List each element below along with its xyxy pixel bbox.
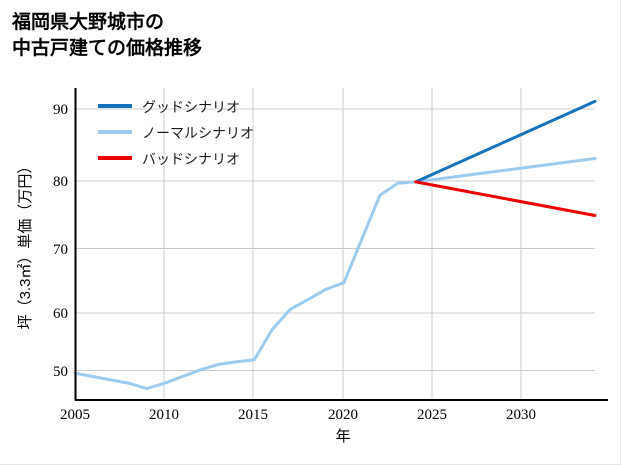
y-tick-label: 50 <box>53 364 68 380</box>
x-tick-label: 2005 <box>60 407 90 423</box>
x-tick-label: 2020 <box>328 407 358 423</box>
legend-item-good[interactable]: グッドシナリオ <box>98 100 240 116</box>
x-tick-labels: 2005 2010 2015 2020 2025 2030 <box>60 407 536 423</box>
x-tick-label: 2010 <box>149 407 179 423</box>
series-line-good <box>414 99 597 184</box>
x-axis-title: 年 <box>335 428 350 445</box>
y-tick-label: 90 <box>53 102 68 118</box>
legend-label-bad: バッドシナリオ <box>142 153 240 168</box>
chart-legend: グッドシナリオ ノーマルシナリオ バッドシナリオ <box>98 100 254 168</box>
legend-item-bad[interactable]: バッドシナリオ <box>98 153 240 168</box>
y-tick-label: 80 <box>53 174 68 190</box>
y-axis-title: 坪（3.3㎡）単価（万円） <box>17 159 34 330</box>
legend-label-normal: ノーマルシナリオ <box>142 127 254 142</box>
x-tick-label: 2015 <box>238 407 268 423</box>
y-tick-label: 60 <box>53 306 68 322</box>
y-tick-labels: 90 80 70 60 50 <box>53 102 68 380</box>
series-line-bad <box>414 180 597 217</box>
chart-title: 福岡県大野城市の 中古戸建ての価格推移 <box>12 12 203 60</box>
axis-spines <box>74 88 608 401</box>
x-tick-label: 2030 <box>506 407 536 423</box>
x-gridlines <box>163 88 522 400</box>
y-tick-label: 70 <box>53 242 68 258</box>
x-tick-label: 2025 <box>417 407 447 423</box>
legend-label-good: グッドシナリオ <box>142 100 240 116</box>
series-line-normal <box>73 157 597 391</box>
legend-item-normal[interactable]: ノーマルシナリオ <box>98 127 254 142</box>
y-gridlines <box>75 108 595 371</box>
